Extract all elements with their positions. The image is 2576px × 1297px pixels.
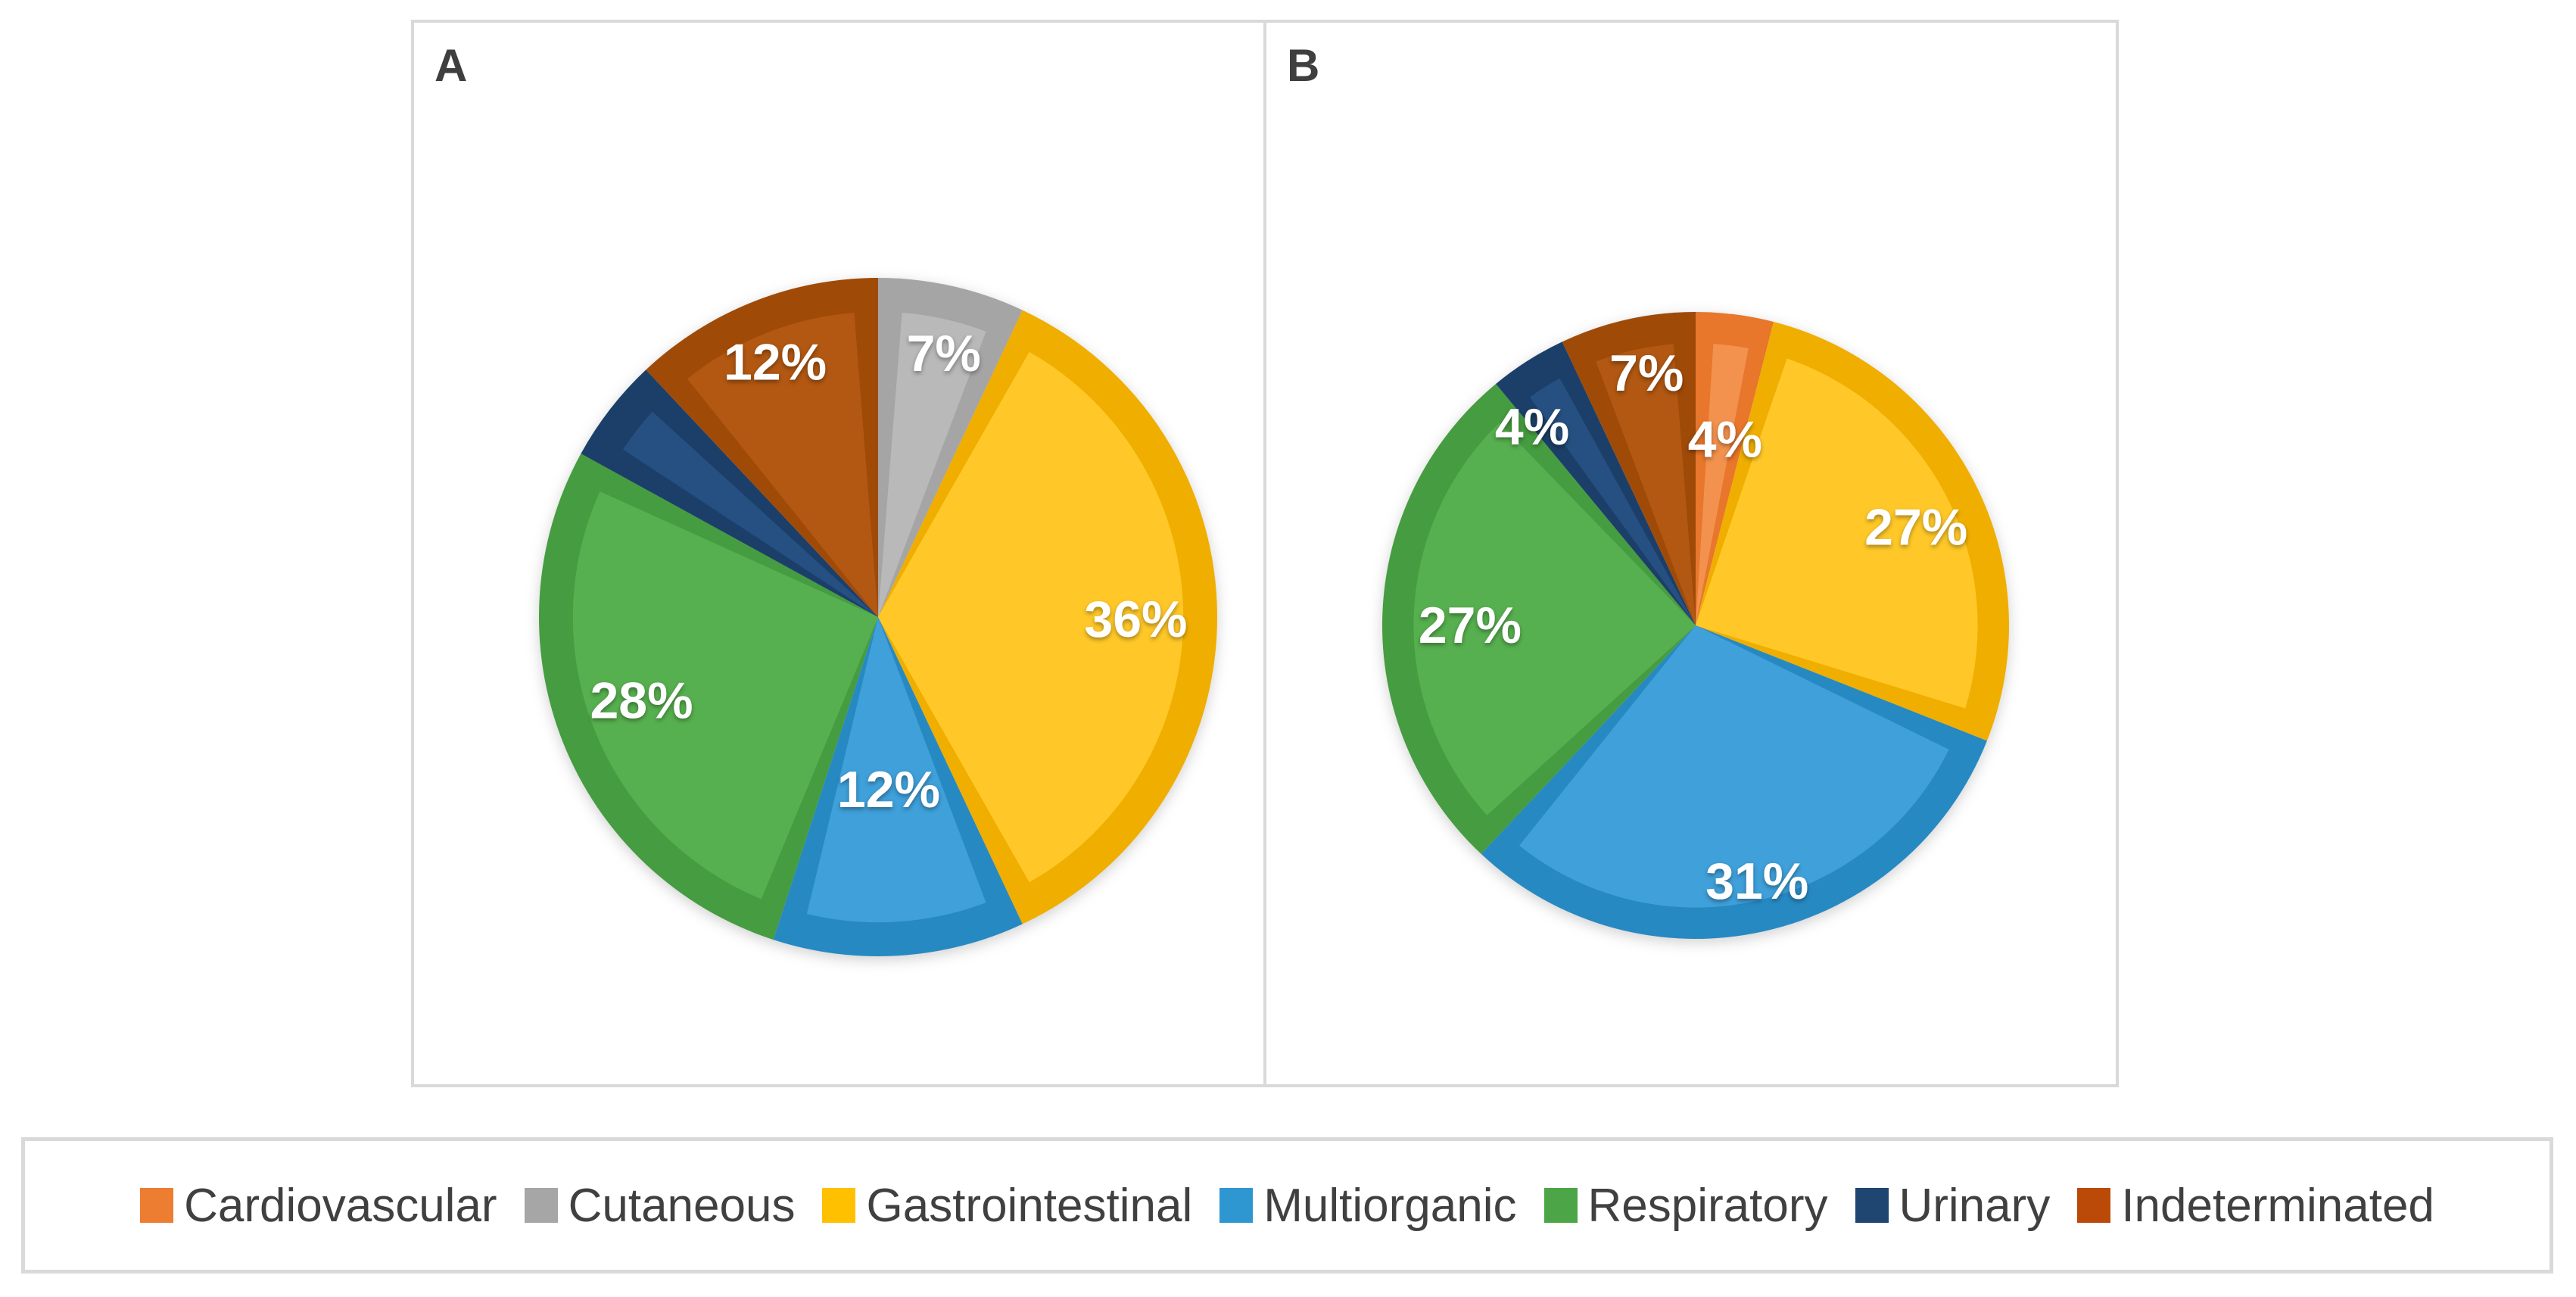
legend-label: Gastrointestinal [866,1179,1193,1232]
legend-label: Multiorganic [1263,1179,1517,1232]
panel-b: B [1263,23,2116,1084]
legend-item-cutaneous: Cutaneous [524,1179,796,1233]
legend-label: Urinary [1899,1179,2051,1232]
legend-label: Cutaneous [568,1179,796,1232]
legend-item-respiratory: Respiratory [1543,1179,1828,1233]
panel-b-label: B [1287,40,1320,91]
legend-swatch-respiratory [1543,1188,1578,1223]
legend-swatch-multiorganic [1219,1188,1254,1223]
legend-swatch-cutaneous [524,1188,558,1223]
legend: Cardiovascular Cutaneous Gastrointestinal M… [21,1137,2553,1274]
legend-item-urinary: Urinary [1855,1179,2051,1233]
legend-item-indeterminated: Indeterminated [2077,1179,2434,1233]
legend-swatch-urinary [1855,1188,1889,1223]
legend-swatch-cardiovascular [140,1188,174,1223]
legend-swatch-indeterminated [2077,1188,2111,1223]
legend-swatch-gastrointestinal [822,1188,856,1223]
legend-label: Respiratory [1587,1179,1828,1232]
chart-panels: A B [411,20,2119,1087]
legend-items: Cardiovascular Cutaneous Gastrointestinal M… [140,1179,2434,1233]
legend-item-cardiovascular: Cardiovascular [140,1179,497,1233]
legend-label: Cardiovascular [184,1179,497,1232]
panel-a-label: A [435,40,468,91]
legend-item-gastrointestinal: Gastrointestinal [822,1179,1192,1233]
panel-a: A [414,23,1263,1084]
legend-label: Indeterminated [2121,1179,2434,1232]
legend-item-multiorganic: Multiorganic [1219,1179,1517,1233]
